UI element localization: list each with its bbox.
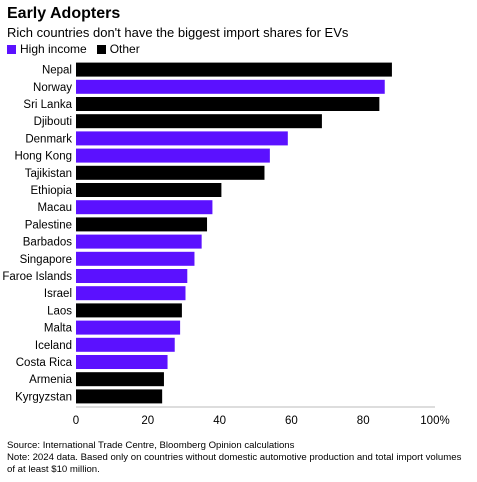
category-label-faroe-islands: Faroe Islands <box>2 271 72 283</box>
bar-armenia <box>76 372 164 387</box>
bar-barbados <box>76 234 202 249</box>
chart-subtitle: Rich countries don't have the biggest im… <box>7 25 349 40</box>
chart-title: Early Adopters <box>7 5 121 22</box>
x-tick-label-0: 0 <box>73 415 79 427</box>
category-label-barbados: Barbados <box>23 237 72 249</box>
category-label-israel: Israel <box>44 288 72 300</box>
bar-ethiopia <box>76 183 222 197</box>
bar-sri-lanka <box>76 97 380 111</box>
x-tick-label-80: 80 <box>357 415 370 427</box>
bar-djibouti <box>76 114 322 129</box>
category-label-hong-kong: Hong Kong <box>14 151 72 163</box>
bar-kyrgyzstan <box>76 389 163 404</box>
bar-singapore <box>76 251 195 266</box>
category-label-tajikistan: Tajikistan <box>25 168 72 180</box>
category-label-norway: Norway <box>33 82 72 94</box>
bar-denmark <box>76 131 288 146</box>
legend-label-other: Other <box>109 42 140 56</box>
category-label-laos: Laos <box>47 305 72 317</box>
x-tick-label-40: 40 <box>213 415 226 427</box>
category-label-ethiopia: Ethiopia <box>30 185 72 197</box>
source-text: Source: International Trade Centre, Bloo… <box>7 440 295 451</box>
category-label-armenia: Armenia <box>29 374 72 386</box>
legend-swatch-other <box>96 44 106 54</box>
bar-iceland <box>76 337 175 352</box>
x-tick-label-20: 20 <box>141 415 154 427</box>
category-label-kyrgyzstan: Kyrgyzstan <box>15 391 72 403</box>
bar-chart: Nepal Norway Sri Lanka Djibouti Denmark Hong … <box>2 62 450 427</box>
note-text: Note: 2024 data. Based only on countries… <box>7 452 462 475</box>
bar-norway <box>76 79 385 94</box>
bar-nepal <box>76 62 392 77</box>
chart-footer: Source: International Trade Centre, Bloo… <box>7 440 472 476</box>
category-label-malta: Malta <box>44 323 73 335</box>
x-tick-label-60: 60 <box>285 415 298 427</box>
bar-malta <box>76 320 181 335</box>
bar-palestine <box>76 217 208 232</box>
legend: High income Other <box>7 42 140 56</box>
category-label-nepal: Nepal <box>42 65 72 77</box>
legend-label-high-income: High income <box>20 42 87 56</box>
bar-macau <box>76 200 213 215</box>
bar-laos <box>76 303 182 318</box>
category-label-costa-rica: Costa Rica <box>16 357 73 369</box>
category-label-palestine: Palestine <box>25 219 72 231</box>
legend-item-other: Other <box>96 42 140 56</box>
bar-costa-rica <box>76 355 168 369</box>
category-label-denmark: Denmark <box>25 133 72 145</box>
bar-israel <box>76 286 186 301</box>
bar-tajikistan <box>76 165 265 180</box>
category-label-singapore: Singapore <box>20 254 72 266</box>
legend-swatch-high-income <box>7 44 16 54</box>
category-label-macau: Macau <box>37 202 72 214</box>
bar-hong-kong <box>76 148 270 163</box>
category-label-iceland: Iceland <box>35 340 72 352</box>
legend-item-high-income: High income <box>7 42 87 56</box>
x-tick-label-100-: 100% <box>420 415 449 427</box>
category-label-djibouti: Djibouti <box>34 116 72 128</box>
category-label-sri-lanka: Sri Lanka <box>23 99 72 111</box>
bar-faroe-islands <box>76 269 188 283</box>
